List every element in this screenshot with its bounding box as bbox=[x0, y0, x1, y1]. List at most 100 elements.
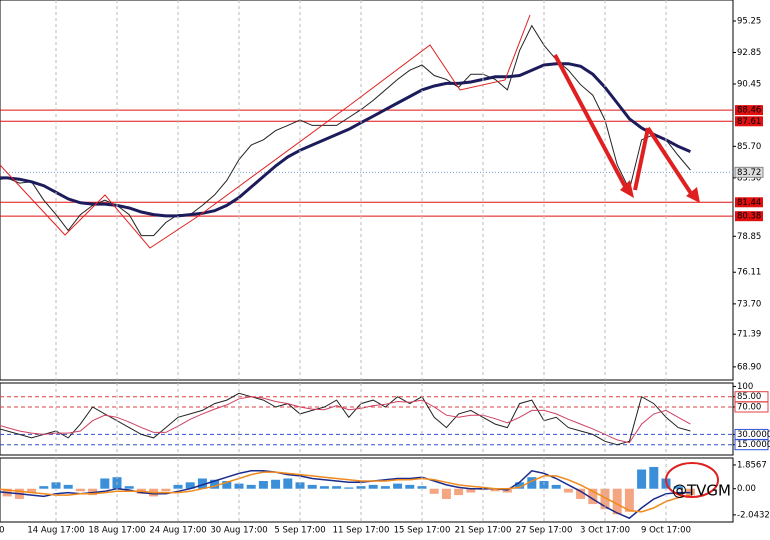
histogram-bar bbox=[283, 478, 293, 489]
watermark: @TVGM bbox=[672, 482, 731, 500]
x-tick-label: 9 Oct 17:00 bbox=[641, 526, 691, 536]
histogram-bar bbox=[124, 486, 134, 489]
histogram-bar bbox=[234, 483, 244, 489]
x-tick-label: 7:00 bbox=[0, 526, 5, 536]
histogram-bar bbox=[258, 481, 268, 489]
current-price-label: 83.72 bbox=[737, 168, 761, 178]
current-price-box bbox=[734, 166, 764, 178]
histogram-bar bbox=[417, 486, 427, 489]
histogram-bar bbox=[210, 479, 220, 489]
level-label: 80.38 bbox=[737, 212, 761, 222]
histogram-bar bbox=[576, 488, 586, 499]
x-tick-label: 27 Sep 17:00 bbox=[516, 526, 573, 536]
y-tick-label: 1.8567 bbox=[737, 460, 767, 470]
y-tick-label: 78.85 bbox=[737, 232, 761, 242]
histogram-bar bbox=[271, 479, 281, 489]
histogram-bar bbox=[51, 482, 61, 489]
histogram-bar bbox=[649, 466, 659, 489]
histogram-bar bbox=[222, 481, 232, 489]
histogram-bar bbox=[161, 488, 171, 492]
histogram-bar bbox=[100, 478, 110, 489]
y-tick-label: 95.25 bbox=[737, 17, 761, 27]
histogram-bar bbox=[600, 488, 610, 510]
tick-label-box bbox=[734, 439, 769, 451]
y-tick-label: 15.0000 bbox=[737, 440, 770, 450]
histogram-bar bbox=[515, 482, 525, 489]
y-tick-label: 70.00 bbox=[737, 403, 761, 413]
arrow-head bbox=[620, 180, 634, 198]
y-tick-label: 0.00 bbox=[737, 484, 756, 494]
x-tick-label: 15 Sep 17:00 bbox=[394, 526, 451, 536]
histogram-bar bbox=[527, 477, 537, 489]
histogram-bar bbox=[405, 484, 415, 489]
level-label: 87.61 bbox=[737, 117, 761, 127]
x-tick-label: 21 Sep 17:00 bbox=[455, 526, 512, 536]
series-line bbox=[0, 392, 691, 446]
histogram-bar bbox=[75, 488, 85, 492]
y-tick-label: 85.70 bbox=[737, 142, 761, 152]
level-label-box bbox=[735, 197, 763, 208]
histogram-bar bbox=[356, 486, 366, 489]
y-tick-label: 73.70 bbox=[737, 299, 761, 309]
histogram-bar bbox=[307, 484, 317, 489]
zigzag bbox=[0, 164, 201, 249]
histogram-bar bbox=[380, 486, 390, 489]
y-tick-label: 68.90 bbox=[737, 362, 761, 372]
level-label-box bbox=[735, 105, 763, 116]
histogram-bar bbox=[393, 483, 403, 489]
histogram-bar bbox=[551, 484, 561, 489]
x-tick-label: 11 Sep 17:00 bbox=[333, 526, 390, 536]
series-line bbox=[0, 471, 691, 513]
x-tick-label: 24 Aug 17:00 bbox=[149, 526, 206, 536]
histogram-bar bbox=[63, 484, 73, 489]
highlight-circle bbox=[665, 462, 719, 498]
y-tick-label: 76.11 bbox=[737, 268, 761, 278]
series-line bbox=[0, 24, 691, 237]
histogram-bar bbox=[332, 486, 342, 489]
x-tick-label: 18 Aug 17:00 bbox=[88, 526, 145, 536]
y-tick-label: 30.0000 bbox=[737, 430, 770, 440]
y-tick-label: 85.00 bbox=[737, 392, 761, 402]
price-panel bbox=[0, 0, 734, 381]
annotations bbox=[0, 14, 719, 498]
series-line bbox=[0, 62, 691, 218]
histogram-bar bbox=[295, 482, 305, 489]
histogram-bar bbox=[185, 482, 195, 489]
histogram-bar bbox=[173, 484, 183, 489]
y-tick-label: 100 bbox=[737, 382, 753, 392]
level-label: 81.44 bbox=[737, 198, 761, 208]
histogram-bar bbox=[429, 488, 439, 494]
histogram-bar bbox=[246, 484, 256, 489]
histogram-bar bbox=[319, 486, 329, 489]
level-label-box bbox=[735, 116, 763, 127]
x-tick-label: 14 Aug 17:00 bbox=[27, 526, 84, 536]
arrow-head bbox=[686, 187, 700, 203]
histogram-bar bbox=[466, 488, 476, 493]
histogram-bar bbox=[197, 478, 207, 489]
histogram-bar bbox=[612, 488, 622, 515]
histogram-bar bbox=[563, 488, 573, 493]
zigzag bbox=[199, 14, 531, 216]
histogram-bar bbox=[588, 488, 598, 505]
x-tick-label: 30 Aug 17:00 bbox=[210, 526, 267, 536]
y-tick-label: 92.85 bbox=[737, 48, 761, 58]
histogram-bar bbox=[490, 488, 500, 492]
histogram-bar bbox=[368, 484, 378, 489]
y-tick-label: -2.0432 bbox=[737, 510, 770, 520]
histogram-bar bbox=[27, 488, 37, 493]
series-line bbox=[0, 396, 691, 444]
arrow bbox=[633, 127, 650, 191]
x-tick-label: 3 Oct 17:00 bbox=[580, 526, 630, 536]
arrow bbox=[553, 54, 630, 193]
histogram-bar bbox=[673, 486, 683, 489]
arrow bbox=[646, 126, 696, 200]
histogram-bar bbox=[624, 488, 634, 512]
level-label-box bbox=[735, 211, 763, 222]
histogram-bar bbox=[344, 487, 354, 489]
histogram-bar bbox=[454, 488, 464, 496]
y-tick-label: 83.30 bbox=[737, 173, 761, 183]
series-line bbox=[0, 469, 691, 520]
y-tick-label: 90.45 bbox=[737, 80, 761, 90]
histogram-bar bbox=[637, 469, 647, 489]
